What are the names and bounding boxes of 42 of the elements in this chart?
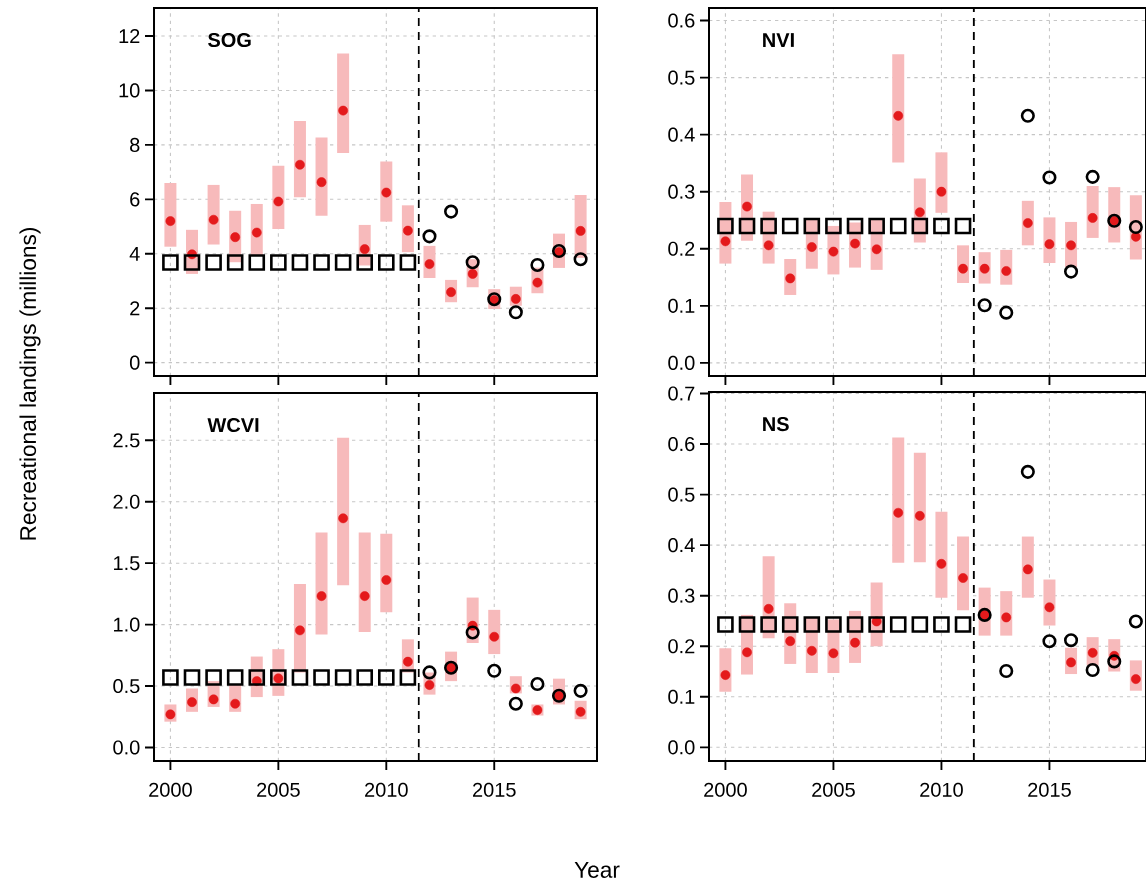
text: SOG xyxy=(208,32,251,48)
y-tick-label: 0.4 xyxy=(668,538,695,553)
x-tick-label: 2005 xyxy=(257,782,300,797)
y-axis-title: Recreational landings (millions) xyxy=(19,228,41,540)
y-tick-label: 0.2 xyxy=(668,241,695,256)
x-tick-label: 2010 xyxy=(920,782,963,797)
y-tick-label: 0.5 xyxy=(113,678,140,694)
y-tick-label: 0.5 xyxy=(668,70,695,85)
x-tick-label: 2000 xyxy=(704,782,747,797)
y-tick-label: 0.3 xyxy=(668,184,695,199)
y-tick-label: 0.0 xyxy=(668,740,695,755)
y-tick-label: 4 xyxy=(129,246,140,261)
y-tick-label: 0.2 xyxy=(668,639,695,654)
y-tick-label: 0.3 xyxy=(668,588,695,603)
y-tick-label: 0.4 xyxy=(668,127,695,142)
y-tick-label: 0.0 xyxy=(668,355,695,370)
text: NS xyxy=(763,417,789,432)
y-tick-label: 2.5 xyxy=(113,433,140,448)
y-tick-label: 0.1 xyxy=(668,689,695,704)
y-tick-label: 1.5 xyxy=(114,556,140,571)
x-tick-label: 2010 xyxy=(365,782,408,797)
x-tick-label: 2015 xyxy=(1028,782,1071,797)
y-tick-label: 1.0 xyxy=(114,617,140,632)
y-tick-label: 8 xyxy=(130,137,140,152)
x-tick-label: 2015 xyxy=(473,782,516,797)
y-tick-label: 10 xyxy=(119,83,140,98)
y-tick-label: 0 xyxy=(129,355,140,370)
text: WCVI xyxy=(207,417,259,433)
y-tick-label: 0.6 xyxy=(668,13,695,28)
y-tick-label: 12 xyxy=(119,29,140,43)
y-tick-label: 0.6 xyxy=(668,436,695,452)
y-tick-label: 6 xyxy=(130,192,140,207)
y-tick-label: 2.0 xyxy=(113,494,140,509)
x-tick-label: 2005 xyxy=(812,782,855,797)
text: NVI xyxy=(763,33,794,47)
y-tick-label: 0.1 xyxy=(668,298,695,313)
x-axis-title: Year xyxy=(574,862,620,878)
y-tick-label: 0.7 xyxy=(668,386,695,401)
y-tick-label: 2 xyxy=(130,301,140,316)
y-tick-label: 0.5 xyxy=(668,487,695,502)
x-tick-label: 2000 xyxy=(149,782,192,797)
y-tick-label: 0.0 xyxy=(113,740,140,755)
